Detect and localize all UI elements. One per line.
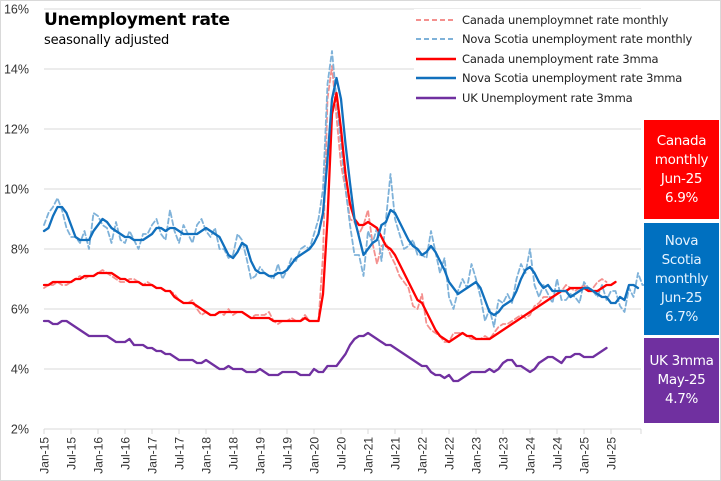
callout-line: Nova bbox=[664, 232, 699, 249]
y-axis-ticks: 2% 4% 6% 8% 10% 12% 14% 16% bbox=[4, 3, 29, 437]
x-tick-label: Jul-24 bbox=[551, 437, 565, 470]
x-tick-label: Jul-19 bbox=[281, 437, 295, 470]
callout-line: monthly bbox=[654, 151, 709, 168]
legend: Canada unemploymnet rate monthly Nova Sc… bbox=[414, 9, 692, 109]
y-tick-label: 6% bbox=[11, 303, 29, 317]
y-tick-label: 16% bbox=[4, 3, 29, 17]
x-tick-label: Jan-22 bbox=[416, 437, 430, 474]
x-tick-label: Jan-16 bbox=[92, 437, 106, 474]
callout-line: Scotia bbox=[661, 251, 702, 268]
x-tick-label: Jan-17 bbox=[146, 437, 160, 474]
x-tick-label: Jul-15 bbox=[65, 437, 79, 470]
legend-label: Canada unemploymnet rate monthly bbox=[462, 12, 669, 27]
legend-swatch-red bbox=[414, 54, 458, 64]
x-tick-label: Jan-20 bbox=[308, 437, 322, 474]
canada-3mma-line bbox=[42, 91, 617, 344]
x-tick-label: Jul-21 bbox=[389, 437, 403, 470]
legend-swatch-blue bbox=[414, 73, 458, 83]
x-tick-label: Jul-18 bbox=[227, 437, 241, 470]
x-tick-label: Jul-23 bbox=[497, 437, 511, 470]
x-tick-label: Jul-22 bbox=[443, 437, 457, 470]
x-tick-label: Jan-18 bbox=[200, 437, 214, 474]
y-tick-label: 8% bbox=[11, 243, 29, 257]
chart-title: Unemployment rate bbox=[44, 10, 230, 30]
x-tick-label: Jan-23 bbox=[470, 437, 484, 474]
x-tick-label: Jan-15 bbox=[38, 437, 52, 474]
series-lines bbox=[42, 50, 653, 383]
y-tick-label: 10% bbox=[4, 183, 29, 197]
y-tick-label: 2% bbox=[11, 423, 29, 437]
chart-subtitle: seasonally adjusted bbox=[44, 33, 170, 48]
legend-item-uk-3mma: UK Unemployment rate 3mma bbox=[414, 88, 692, 108]
callout-uk-3mma: UK 3mma May-25 4.7% bbox=[644, 338, 719, 423]
legend-item-nova-scotia-monthly: Nova Scotia unemployment rate monthly bbox=[414, 30, 692, 50]
x-tick-label: Jul-25 bbox=[605, 437, 619, 470]
legend-swatch-dashed-pink bbox=[414, 15, 458, 25]
legend-swatch-dashed-lightblue bbox=[414, 34, 458, 44]
x-tick-label: Jul-17 bbox=[173, 437, 187, 470]
x-axis: Jan-15 Jul-15 Jan-16 Jul-16 Jan-17 Jul-17 Jan-… bbox=[38, 428, 642, 474]
legend-label: Nova Scotia unemployment rate 3mma bbox=[462, 71, 683, 86]
legend-label: UK Unemployment rate 3mma bbox=[462, 90, 633, 105]
x-tick-label: Jan-21 bbox=[362, 437, 376, 474]
callout-line: Jun-25 bbox=[660, 289, 703, 306]
callout-value: 4.7% bbox=[664, 391, 699, 407]
callout-nova-scotia-monthly: Nova Scotia monthly Jun-25 6.7% bbox=[644, 223, 719, 335]
callout-value: 6.9% bbox=[664, 189, 699, 206]
y-tick-label: 4% bbox=[11, 363, 29, 377]
callout-line: Canada bbox=[656, 132, 707, 149]
callout-value: 6.7% bbox=[664, 308, 699, 325]
callout-line: Jun-25 bbox=[660, 170, 703, 187]
x-tick-label: Jul-20 bbox=[335, 437, 349, 470]
legend-item-canada-monthly: Canada unemploymnet rate monthly bbox=[414, 10, 692, 30]
legend-label: Canada unemployment rate 3mma bbox=[462, 51, 659, 66]
x-tick-label: Jan-24 bbox=[524, 437, 538, 474]
x-tick-label: Jan-19 bbox=[254, 437, 268, 474]
y-tick-label: 14% bbox=[4, 63, 29, 77]
uk-3mma-line bbox=[42, 319, 608, 383]
callout-line: monthly bbox=[654, 270, 709, 287]
legend-swatch-purple bbox=[414, 93, 458, 103]
x-tick-label: Jan-25 bbox=[578, 437, 592, 474]
callout-canada-monthly: Canada monthly Jun-25 6.9% bbox=[644, 120, 719, 219]
legend-label: Nova Scotia unemployment rate monthly bbox=[462, 32, 693, 47]
callout-line: May-25 bbox=[657, 372, 706, 388]
nova-scotia-3mma-line bbox=[42, 76, 640, 317]
x-tick-label: Jul-16 bbox=[119, 437, 133, 470]
y-tick-label: 12% bbox=[4, 123, 29, 137]
legend-item-canada-3mma: Canada unemployment rate 3mma bbox=[414, 49, 692, 69]
legend-item-nova-scotia-3mma: Nova Scotia unemployment rate 3mma bbox=[414, 69, 692, 89]
callout-line: UK 3mma bbox=[649, 353, 714, 369]
